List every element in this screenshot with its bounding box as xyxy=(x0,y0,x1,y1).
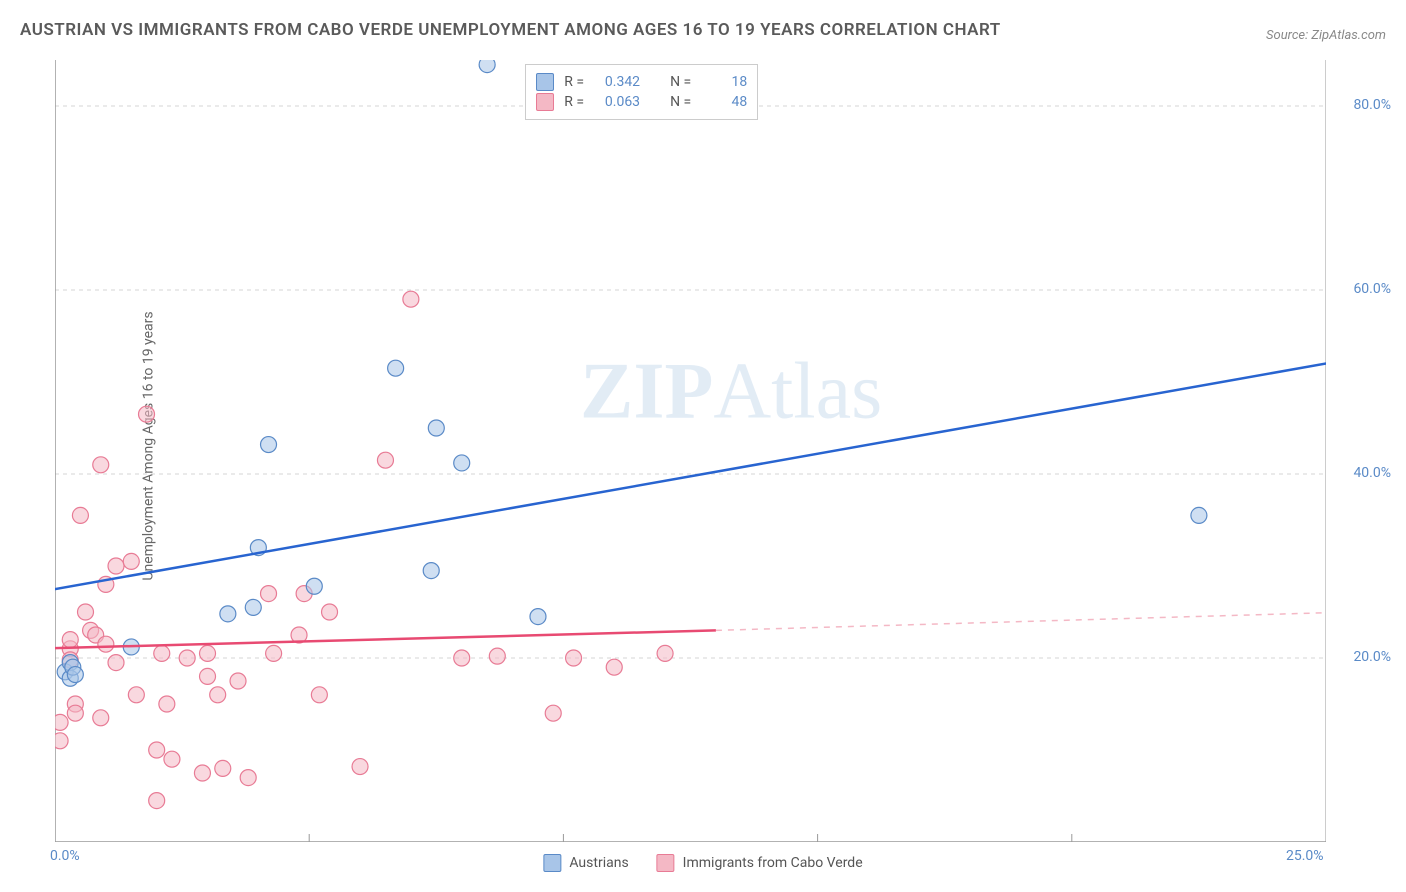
legend-swatch-austrians xyxy=(536,73,554,91)
legend-row-caboverde: R = 0.063 N = 48 xyxy=(536,93,747,111)
legend-swatch-austrians-icon xyxy=(543,854,561,872)
legend-row-austrians: R = 0.342 N = 18 xyxy=(536,73,747,91)
legend-item-austrians: Austrians xyxy=(543,854,628,872)
legend-item-caboverde: Immigrants from Cabo Verde xyxy=(657,854,863,872)
legend-swatch-caboverde-icon xyxy=(657,854,675,872)
x-tick-0: 0.0% xyxy=(50,848,80,864)
series-legend: Austrians Immigrants from Cabo Verde xyxy=(543,854,862,872)
chart-title: AUSTRIAN VS IMMIGRANTS FROM CABO VERDE U… xyxy=(20,20,1001,40)
y-tick-60: 60.0% xyxy=(1353,281,1391,297)
y-tick-80: 80.0% xyxy=(1353,97,1391,113)
r-value-austrians: 0.342 xyxy=(594,74,640,90)
n-label: N = xyxy=(670,74,691,90)
x-tick-25: 25.0% xyxy=(1286,848,1324,864)
scatter-plot-svg xyxy=(55,60,1326,842)
n-value-caboverde: 48 xyxy=(701,94,747,110)
r-value-caboverde: 0.063 xyxy=(594,94,640,110)
legend-swatch-caboverde xyxy=(536,93,554,111)
n-label: N = xyxy=(670,94,691,110)
correlation-legend: R = 0.342 N = 18 R = 0.063 N = 48 xyxy=(525,64,758,120)
source-attribution: Source: ZipAtlas.com xyxy=(1266,28,1386,43)
r-label: R = xyxy=(564,74,584,90)
y-tick-40: 40.0% xyxy=(1353,465,1391,481)
r-label: R = xyxy=(564,94,584,110)
chart-plot-area xyxy=(55,60,1326,842)
n-value-austrians: 18 xyxy=(701,74,747,90)
y-tick-20: 20.0% xyxy=(1353,649,1391,665)
legend-label-caboverde: Immigrants from Cabo Verde xyxy=(683,855,863,871)
legend-label-austrians: Austrians xyxy=(569,855,628,871)
